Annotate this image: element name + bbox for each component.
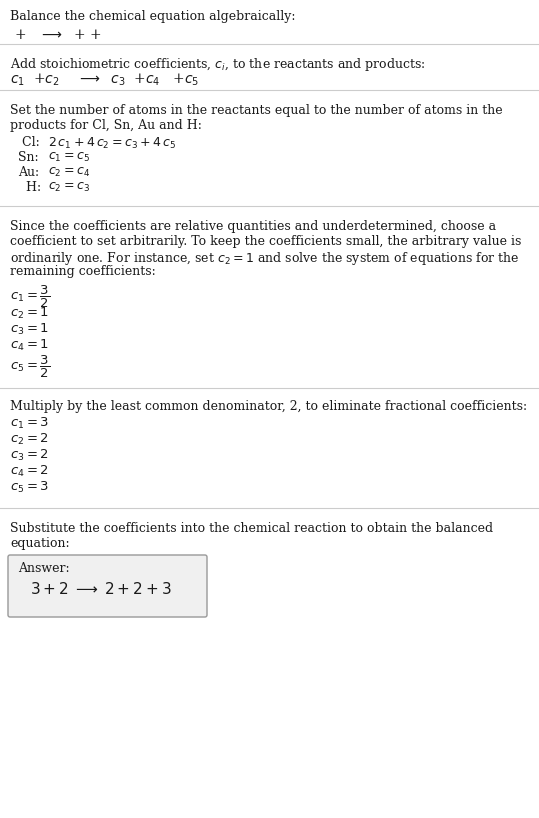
- Text: Balance the chemical equation algebraically:: Balance the chemical equation algebraica…: [10, 10, 295, 23]
- Text: Au:: Au:: [18, 166, 43, 179]
- Text: $c_3 = 2$: $c_3 = 2$: [10, 448, 49, 463]
- Text: equation:: equation:: [10, 537, 70, 550]
- Text: $c_1 = 3$: $c_1 = 3$: [10, 416, 49, 431]
- Text: $3 + 2 \;\longrightarrow\; 2 + 2 + 3$: $3 + 2 \;\longrightarrow\; 2 + 2 + 3$: [30, 581, 171, 597]
- Text: $c_4 = 1$: $c_4 = 1$: [10, 338, 49, 353]
- Text: $c_1 = c_5$: $c_1 = c_5$: [48, 151, 90, 164]
- Text: Sn:: Sn:: [18, 151, 43, 164]
- Text: $c_2 = c_4$: $c_2 = c_4$: [48, 166, 90, 179]
- Text: products for Cl, Sn, Au and H:: products for Cl, Sn, Au and H:: [10, 119, 202, 132]
- Text: $c_3 = 1$: $c_3 = 1$: [10, 322, 49, 337]
- Text: ordinarily one. For instance, set $c_2 = 1$ and solve the system of equations fo: ordinarily one. For instance, set $c_2 =…: [10, 250, 520, 267]
- Text: Add stoichiometric coefficients, $c_i$, to the reactants and products:: Add stoichiometric coefficients, $c_i$, …: [10, 56, 425, 73]
- Text: $c_5 = 3$: $c_5 = 3$: [10, 480, 49, 495]
- Text: Multiply by the least common denominator, 2, to eliminate fractional coefficient: Multiply by the least common denominator…: [10, 400, 527, 413]
- Text: Answer:: Answer:: [18, 562, 70, 575]
- Text: $c_2 = c_3$: $c_2 = c_3$: [48, 181, 90, 194]
- Text: Since the coefficients are relative quantities and underdetermined, choose a: Since the coefficients are relative quan…: [10, 220, 496, 233]
- Text: Set the number of atoms in the reactants equal to the number of atoms in the: Set the number of atoms in the reactants…: [10, 104, 503, 117]
- Text: $c_4 = 2$: $c_4 = 2$: [10, 464, 49, 479]
- Text: Substitute the coefficients into the chemical reaction to obtain the balanced: Substitute the coefficients into the che…: [10, 522, 493, 535]
- Text: $c_1 = \dfrac{3}{2}$: $c_1 = \dfrac{3}{2}$: [10, 284, 50, 310]
- Text: $c_1$  +$c_2$    $\longrightarrow$  $c_3$  +$c_4$   +$c_5$: $c_1$ +$c_2$ $\longrightarrow$ $c_3$ +$c…: [10, 72, 199, 88]
- Text: $c_5 = \dfrac{3}{2}$: $c_5 = \dfrac{3}{2}$: [10, 354, 50, 380]
- Text: $2\,c_1 + 4\,c_2 = c_3 + 4\,c_5$: $2\,c_1 + 4\,c_2 = c_3 + 4\,c_5$: [48, 136, 176, 151]
- Text: $c_2 = 1$: $c_2 = 1$: [10, 306, 49, 321]
- FancyBboxPatch shape: [8, 555, 207, 617]
- Text: H:: H:: [18, 181, 45, 194]
- Text: coefficient to set arbitrarily. To keep the coefficients small, the arbitrary va: coefficient to set arbitrarily. To keep …: [10, 235, 521, 248]
- Text: +   $\longrightarrow$  + +: + $\longrightarrow$ + +: [10, 28, 101, 42]
- Text: Cl:: Cl:: [18, 136, 44, 149]
- Text: remaining coefficients:: remaining coefficients:: [10, 265, 156, 278]
- Text: $c_2 = 2$: $c_2 = 2$: [10, 432, 49, 447]
